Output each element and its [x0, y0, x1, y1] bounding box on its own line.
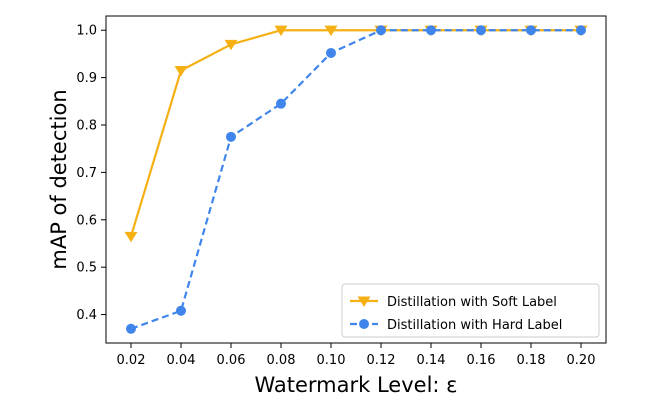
x-axis: 0.02 0.04 0.06 0.08 0.10 0.12 0.14 0.16 0.18 0.20 [117, 343, 596, 368]
data-point [426, 25, 436, 36]
data-point [576, 25, 586, 36]
data-point [376, 25, 386, 36]
x-axis-title: Watermark Level: ε [254, 373, 457, 397]
legend-item: Distillation with Soft Label [350, 295, 557, 310]
data-point [174, 65, 188, 77]
data-point [176, 305, 186, 316]
legend: Distillation with Soft Label Distillation… [341, 283, 600, 338]
series-line [129, 29, 581, 237]
x-tick-label: 0.20 [567, 353, 596, 368]
data-point [126, 323, 136, 334]
y-tick-label: 0.5 [76, 261, 97, 276]
data-point [526, 25, 536, 36]
series-hard-label [126, 25, 586, 334]
y-tick-label: 0.7 [76, 166, 97, 181]
x-tick-label: 0.12 [367, 353, 396, 368]
y-axis-title: mAP of detection [47, 89, 71, 269]
x-tick-label: 0.08 [267, 353, 296, 368]
data-point [357, 296, 371, 307]
y-tick-label: 0.8 [76, 119, 97, 134]
legend-box [341, 283, 600, 338]
legend-label: Distillation with Hard Label [387, 318, 562, 333]
data-point [476, 25, 486, 36]
plot-frame [105, 15, 607, 344]
x-tick-label: 0.14 [417, 353, 446, 368]
y-tick-label: 1.0 [76, 24, 97, 39]
data-point [326, 47, 336, 58]
y-tick-label: 0.6 [76, 213, 97, 228]
data-point [226, 131, 236, 142]
y-axis: 0.4 0.5 0.6 0.7 0.8 0.9 1.0 [76, 24, 106, 323]
y-tick-label: 0.9 [76, 71, 97, 86]
x-tick-label: 0.10 [317, 353, 346, 368]
data-point [124, 231, 138, 243]
x-tick-label: 0.18 [517, 353, 546, 368]
plot-area [105, 15, 607, 344]
x-tick-label: 0.02 [117, 353, 146, 368]
legend-item: Distillation with Hard Label [350, 318, 562, 333]
x-tick-label: 0.16 [467, 353, 496, 368]
series-soft-label [124, 25, 588, 243]
series-layer [124, 25, 588, 334]
x-tick-label: 0.06 [217, 353, 246, 368]
data-point [224, 39, 238, 51]
legend-label: Distillation with Soft Label [387, 295, 557, 310]
data-point [276, 98, 286, 109]
y-tick-label: 0.4 [76, 308, 97, 323]
data-point [324, 25, 338, 37]
series-line [130, 29, 581, 330]
data-point [359, 319, 369, 329]
data-point [274, 25, 288, 37]
x-tick-label: 0.04 [167, 353, 196, 368]
